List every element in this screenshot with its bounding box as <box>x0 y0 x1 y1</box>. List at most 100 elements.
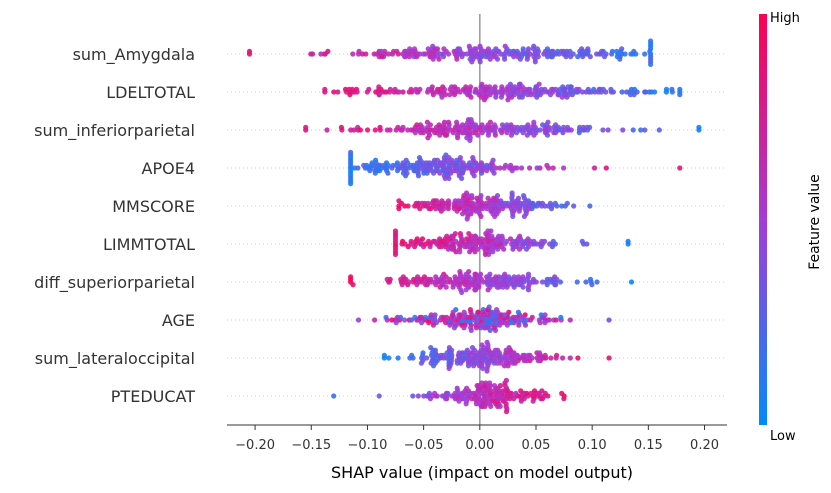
shap-point <box>485 46 491 52</box>
shap-point <box>451 48 457 55</box>
shap-point <box>631 92 637 98</box>
shap-point <box>548 206 555 212</box>
shap-point <box>544 46 551 52</box>
shap-point <box>535 200 541 206</box>
shap-point <box>470 390 476 396</box>
shap-point <box>445 246 451 252</box>
shap-point <box>514 124 521 130</box>
shap-point <box>514 48 520 55</box>
shap-point <box>357 127 363 133</box>
shap-point <box>630 127 636 133</box>
shap-point <box>466 43 472 49</box>
shap-point <box>406 54 412 60</box>
shap-point <box>447 92 453 98</box>
shap-point <box>464 216 470 222</box>
shap-point <box>473 46 479 52</box>
shap-point <box>535 54 541 60</box>
shap-point <box>500 398 506 404</box>
shap-point <box>363 51 369 57</box>
shap-point <box>503 409 510 415</box>
shap-point <box>531 43 537 49</box>
shap-point <box>530 200 536 206</box>
shap-point <box>663 86 670 92</box>
shap-point <box>628 279 635 285</box>
shap-point <box>490 48 497 55</box>
shap-point <box>470 122 476 128</box>
x-tick-label: 0.15 <box>634 438 663 453</box>
shap-point <box>487 119 493 125</box>
shap-point <box>567 317 573 323</box>
shap-point <box>584 241 590 247</box>
shap-point <box>501 312 508 318</box>
shap-point <box>559 94 565 100</box>
shap-point <box>500 206 506 212</box>
shap-point <box>648 89 655 95</box>
shap-point <box>392 251 399 257</box>
shap-point <box>449 246 455 252</box>
shap-point <box>503 377 509 383</box>
shap-point <box>452 231 458 237</box>
shap-point <box>627 92 634 98</box>
colorbar-title: Feature value <box>807 174 823 270</box>
shap-point <box>322 86 328 92</box>
shap-point <box>535 358 541 364</box>
shap-point <box>469 193 475 199</box>
feature-label: MMSCORE <box>112 197 195 216</box>
shap-point <box>532 59 538 65</box>
shap-point <box>462 388 468 394</box>
shap-point <box>550 165 556 171</box>
shap-point <box>419 200 425 206</box>
shap-point <box>518 388 524 394</box>
shap-point <box>486 304 492 310</box>
shap-point <box>497 403 503 409</box>
shap-point <box>504 122 510 128</box>
shap-point <box>494 193 501 199</box>
shap-point <box>394 168 401 174</box>
shap-point <box>468 84 474 90</box>
shap-point <box>419 320 425 326</box>
shap-point <box>523 51 529 57</box>
shap-point <box>387 276 393 282</box>
shap-point <box>417 86 423 92</box>
shap-point <box>547 276 553 282</box>
shap-point <box>478 213 484 219</box>
shap-point <box>466 274 472 280</box>
shap-point <box>547 92 554 98</box>
shap-point <box>518 165 525 171</box>
shap-point <box>619 89 625 95</box>
shap-point <box>525 236 531 242</box>
shap-point <box>467 249 473 255</box>
shap-point <box>507 165 513 171</box>
shap-point <box>408 238 414 244</box>
shap-point <box>403 173 409 179</box>
shap-point <box>642 51 648 57</box>
shap-point <box>429 127 435 133</box>
shap-point <box>502 56 508 62</box>
shap-point <box>478 271 484 277</box>
shap-point <box>575 355 581 361</box>
shap-point <box>696 124 702 130</box>
shap-point <box>484 368 490 374</box>
shap-point <box>520 274 526 280</box>
shap-point <box>381 352 387 358</box>
shap-point <box>407 46 413 52</box>
shap-point <box>454 157 460 163</box>
shap-point <box>439 198 445 204</box>
shap-point <box>538 244 544 250</box>
shap-point <box>587 203 593 209</box>
shap-point <box>418 360 424 366</box>
shap-point <box>446 345 452 351</box>
shap-point <box>625 238 631 244</box>
shap-point <box>594 51 600 57</box>
shap-point <box>420 130 426 136</box>
shap-point <box>445 279 451 285</box>
shap-point <box>393 320 399 326</box>
feature-label: PTEDUCAT <box>111 387 195 406</box>
colorbar-gradient <box>759 14 767 425</box>
shap-point <box>452 396 458 402</box>
shap-point <box>530 398 536 404</box>
shap-point <box>480 307 486 313</box>
shap-point <box>422 241 428 247</box>
shap-point <box>366 86 372 92</box>
shap-point <box>485 228 491 234</box>
